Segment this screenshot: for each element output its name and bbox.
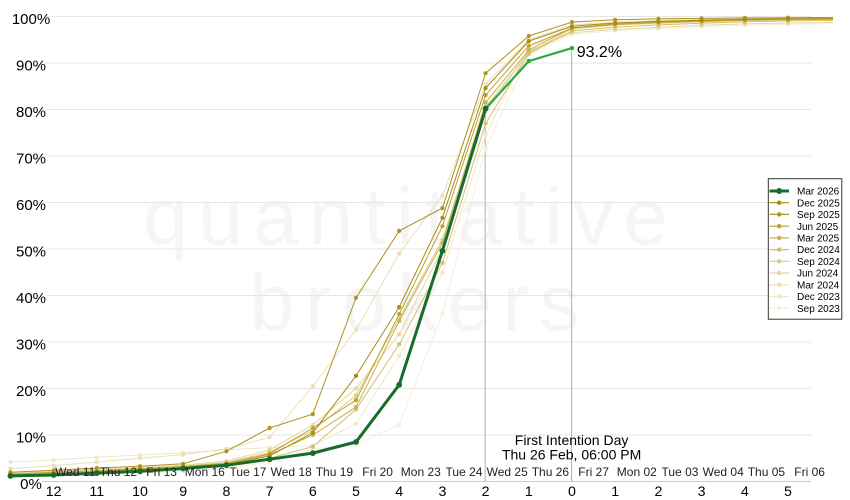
svg-text:40%: 40% [16, 290, 46, 307]
svg-text:6: 6 [309, 484, 317, 500]
svg-text:Sep 2025: Sep 2025 [797, 210, 840, 221]
svg-text:Wed 04: Wed 04 [703, 465, 744, 479]
svg-text:10: 10 [132, 484, 148, 500]
svg-text:12: 12 [46, 484, 62, 500]
svg-text:Wed 18: Wed 18 [271, 465, 312, 479]
svg-text:Fri 06: Fri 06 [794, 465, 825, 479]
svg-text:Sep 2024: Sep 2024 [797, 257, 840, 268]
svg-text:Mon 23: Mon 23 [401, 465, 441, 479]
svg-text:4: 4 [741, 484, 749, 500]
svg-text:Mon 16: Mon 16 [185, 465, 225, 479]
svg-text:30%: 30% [16, 336, 46, 353]
svg-text:93.2%: 93.2% [577, 44, 622, 61]
svg-text:Wed 25: Wed 25 [487, 465, 528, 479]
svg-text:Mar 2026: Mar 2026 [797, 187, 840, 198]
svg-text:Mar 2025: Mar 2025 [797, 234, 840, 245]
svg-text:Tue 17: Tue 17 [230, 465, 267, 479]
svg-text:4: 4 [395, 484, 403, 500]
svg-text:Tue 24: Tue 24 [446, 465, 483, 479]
svg-text:Mar 2024: Mar 2024 [797, 280, 840, 291]
svg-text:Thu 26: Thu 26 [532, 465, 570, 479]
svg-text:Thu 19: Thu 19 [316, 465, 354, 479]
svg-text:Thu 05: Thu 05 [748, 465, 786, 479]
svg-text:3: 3 [438, 484, 446, 500]
svg-text:0%: 0% [20, 476, 42, 493]
svg-text:50%: 50% [16, 243, 46, 260]
svg-text:3: 3 [698, 484, 706, 500]
svg-text:Wed 11: Wed 11 [55, 465, 96, 479]
svg-text:9: 9 [179, 484, 187, 500]
svg-text:7: 7 [266, 484, 274, 500]
svg-text:Mon 02: Mon 02 [617, 465, 657, 479]
svg-text:20%: 20% [16, 383, 46, 400]
svg-text:Tue 03: Tue 03 [662, 465, 699, 479]
svg-text:Thu 26 Feb, 06:00 PM: Thu 26 Feb, 06:00 PM [502, 447, 641, 463]
svg-text:0: 0 [568, 484, 576, 500]
svg-text:Jun 2025: Jun 2025 [797, 222, 839, 233]
svg-text:80%: 80% [16, 104, 46, 121]
svg-text:Thu 12: Thu 12 [100, 465, 138, 479]
svg-text:10%: 10% [16, 429, 46, 446]
svg-text:1: 1 [525, 484, 533, 500]
svg-text:Fri 20: Fri 20 [362, 465, 393, 479]
svg-text:11: 11 [89, 484, 104, 500]
svg-text:90%: 90% [16, 57, 46, 74]
svg-text:70%: 70% [16, 150, 46, 167]
svg-text:Dec 2025: Dec 2025 [797, 198, 840, 209]
svg-text:Sep 2023: Sep 2023 [797, 304, 840, 315]
svg-text:2: 2 [654, 484, 662, 500]
svg-text:quantitative: quantitative [143, 172, 678, 261]
svg-text:100%: 100% [12, 11, 50, 28]
svg-text:5: 5 [352, 484, 360, 500]
svg-text:2: 2 [482, 484, 490, 500]
svg-text:1: 1 [611, 484, 619, 500]
svg-text:Fri 13: Fri 13 [146, 465, 177, 479]
svg-text:5: 5 [784, 484, 792, 500]
svg-text:First Intention Day: First Intention Day [515, 432, 629, 448]
svg-text:Dec 2024: Dec 2024 [797, 245, 840, 256]
svg-text:Fri 27: Fri 27 [578, 465, 609, 479]
svg-text:8: 8 [222, 484, 230, 500]
svg-text:60%: 60% [16, 197, 46, 214]
svg-text:Dec 2023: Dec 2023 [797, 292, 840, 303]
svg-text:Jun 2024: Jun 2024 [797, 269, 839, 280]
